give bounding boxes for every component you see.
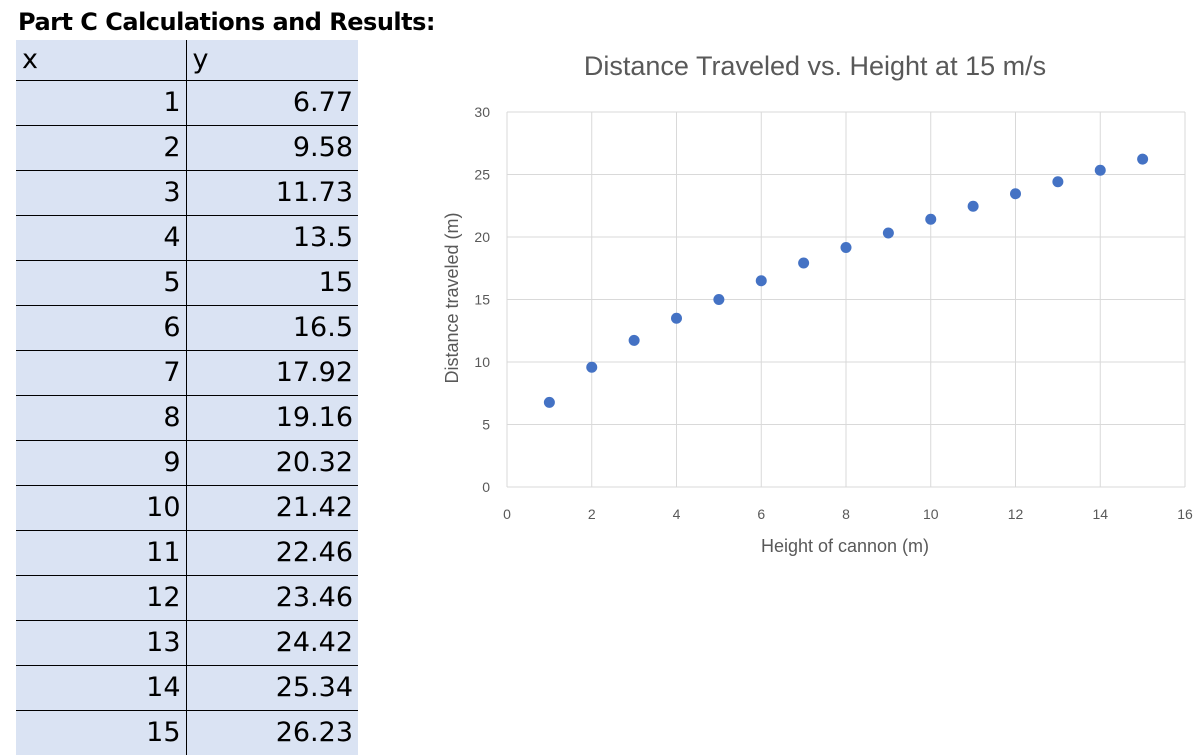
data-point bbox=[841, 242, 852, 253]
data-point bbox=[756, 275, 767, 286]
data-point bbox=[883, 228, 894, 239]
chart-title: Distance Traveled vs. Height at 15 m/s bbox=[584, 51, 1046, 81]
y-tick-label: 15 bbox=[474, 292, 490, 308]
x-tick-label: 2 bbox=[588, 506, 596, 522]
y-tick-label: 10 bbox=[474, 354, 490, 370]
x-tick-label: 0 bbox=[503, 506, 511, 522]
y-tick-label: 30 bbox=[474, 104, 490, 120]
y-tick-label: 0 bbox=[482, 479, 490, 495]
x-tick-label: 16 bbox=[1177, 506, 1193, 522]
x-tick-label: 6 bbox=[757, 506, 765, 522]
data-point bbox=[629, 335, 640, 346]
data-point bbox=[1010, 188, 1021, 199]
x-tick-label: 14 bbox=[1092, 506, 1108, 522]
data-point bbox=[968, 201, 979, 212]
y-tick-label: 25 bbox=[474, 167, 490, 183]
data-point bbox=[586, 362, 597, 373]
data-point bbox=[798, 258, 809, 269]
x-tick-label: 12 bbox=[1008, 506, 1024, 522]
data-point bbox=[1052, 176, 1063, 187]
y-axis-label: Distance traveled (m) bbox=[442, 212, 462, 383]
x-axis-label: Height of cannon (m) bbox=[761, 536, 929, 556]
data-point bbox=[1095, 165, 1106, 176]
data-point bbox=[925, 214, 936, 225]
x-tick-label: 8 bbox=[842, 506, 850, 522]
chart-tick-labels: 0 2 4 6 8 10 12 14 16 0 5 10 15 20 25 30 bbox=[474, 104, 1193, 522]
chart-gridlines bbox=[507, 112, 1185, 487]
x-tick-label: 4 bbox=[673, 506, 681, 522]
data-point bbox=[544, 397, 555, 408]
scatter-chart: 0 2 4 6 8 10 12 14 16 0 5 10 15 20 25 30 Distance Trave… bbox=[0, 0, 1204, 738]
x-tick-label: 10 bbox=[923, 506, 939, 522]
y-tick-label: 20 bbox=[474, 229, 490, 245]
y-tick-label: 5 bbox=[482, 417, 490, 433]
data-point bbox=[713, 294, 724, 305]
data-point bbox=[1137, 154, 1148, 165]
data-point bbox=[671, 313, 682, 324]
